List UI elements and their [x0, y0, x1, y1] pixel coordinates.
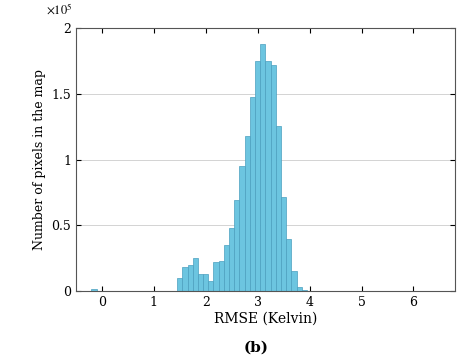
Bar — [292, 271, 297, 291]
Bar — [198, 274, 203, 291]
Text: (b): (b) — [244, 340, 268, 354]
Bar — [182, 267, 188, 291]
Bar — [224, 245, 229, 291]
Bar — [286, 239, 292, 291]
Bar — [255, 61, 260, 291]
Bar — [239, 166, 245, 291]
Bar — [229, 228, 234, 291]
Bar — [193, 258, 198, 291]
Bar — [208, 280, 213, 291]
Bar — [276, 126, 281, 291]
Bar — [271, 65, 276, 291]
Bar — [297, 287, 302, 291]
Bar — [302, 290, 307, 291]
X-axis label: RMSE (Kelvin): RMSE (Kelvin) — [214, 312, 317, 326]
Bar — [245, 136, 250, 291]
Y-axis label: Number of pixels in the map: Number of pixels in the map — [33, 69, 46, 250]
Text: $\times10^5$: $\times10^5$ — [46, 2, 72, 18]
Bar — [281, 197, 286, 291]
Bar — [213, 262, 219, 291]
Bar — [188, 265, 193, 291]
Bar — [177, 278, 182, 291]
Bar — [234, 201, 239, 291]
Bar — [265, 61, 271, 291]
Bar — [203, 274, 208, 291]
Bar — [91, 289, 97, 291]
Bar — [219, 261, 224, 291]
Bar — [260, 44, 265, 291]
Bar — [250, 97, 255, 291]
